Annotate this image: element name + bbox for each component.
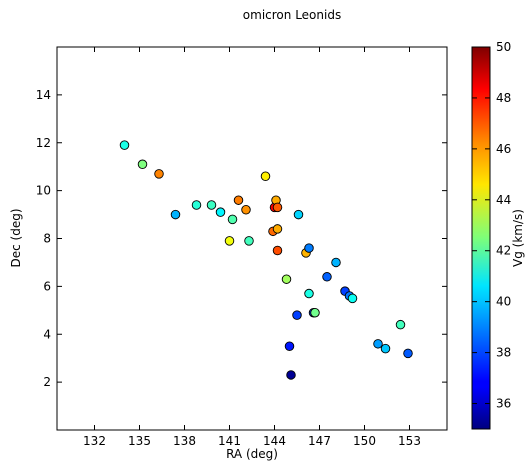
y-tick-label: 10 bbox=[36, 184, 51, 198]
colorbar-ticks: 36 38 40 42 44 46 48 50 bbox=[472, 40, 511, 411]
y-tick-label: 6 bbox=[43, 279, 51, 293]
colorbar-label: Vg (km/s) bbox=[511, 209, 525, 267]
data-point bbox=[286, 370, 296, 380]
data-point bbox=[281, 274, 292, 284]
colorbar-tick-label: 38 bbox=[496, 346, 511, 360]
x-tick-label: 138 bbox=[173, 434, 196, 448]
axis-ticks: 132 135 138 141 144 147 150 153 2 4 6 8 10 12 14 bbox=[36, 47, 447, 448]
data-point bbox=[244, 236, 254, 246]
data-point bbox=[154, 169, 164, 179]
data-point bbox=[310, 307, 320, 318]
y-tick-label: 4 bbox=[43, 327, 51, 341]
data-point bbox=[206, 200, 217, 210]
data-point bbox=[260, 171, 271, 182]
data-point bbox=[380, 343, 391, 354]
x-tick-label: 153 bbox=[398, 434, 421, 448]
data-point bbox=[272, 202, 283, 213]
data-point bbox=[272, 224, 283, 234]
data-point bbox=[215, 207, 226, 217]
x-tick-label: 132 bbox=[83, 434, 106, 448]
y-tick-label: 14 bbox=[36, 88, 51, 102]
data-point bbox=[293, 209, 304, 220]
data-point bbox=[304, 288, 314, 299]
y-tick-label: 12 bbox=[36, 136, 51, 150]
x-tick-label: 141 bbox=[218, 434, 241, 448]
colorbar-tick-label: 42 bbox=[496, 244, 511, 258]
x-tick-label: 144 bbox=[263, 434, 286, 448]
x-tick-label: 147 bbox=[308, 434, 331, 448]
colorbar bbox=[471, 46, 491, 430]
data-point bbox=[224, 236, 235, 246]
y-tick-label: 2 bbox=[43, 375, 51, 389]
data-point bbox=[395, 319, 406, 330]
data-point bbox=[227, 214, 238, 225]
y-tick-label: 8 bbox=[43, 232, 51, 246]
data-point bbox=[119, 140, 130, 150]
data-point bbox=[284, 341, 295, 351]
chart-title: omicron Leonids bbox=[243, 8, 341, 22]
colorbar-tick-label: 40 bbox=[496, 295, 511, 309]
data-point bbox=[272, 245, 283, 256]
data-point bbox=[191, 200, 202, 210]
data-point bbox=[347, 293, 358, 304]
data-point bbox=[403, 348, 413, 359]
colorbar-tick-label: 36 bbox=[496, 397, 511, 411]
data-point bbox=[331, 257, 341, 268]
data-point bbox=[304, 243, 314, 253]
data-point bbox=[241, 205, 251, 215]
data-point bbox=[322, 272, 332, 282]
x-tick-label: 135 bbox=[128, 434, 151, 448]
x-tick-label: 150 bbox=[353, 434, 376, 448]
x-axis-label: RA (deg) bbox=[226, 447, 278, 461]
data-point bbox=[137, 159, 148, 170]
data-point bbox=[170, 209, 181, 220]
colorbar-tick-label: 46 bbox=[496, 142, 511, 156]
data-point bbox=[292, 310, 302, 320]
data-point bbox=[233, 195, 244, 205]
colorbar-tick-label: 50 bbox=[496, 40, 511, 54]
data-points bbox=[119, 140, 413, 380]
data-point bbox=[373, 339, 383, 349]
colorbar-tick-label: 44 bbox=[496, 193, 511, 207]
colorbar-tick-label: 48 bbox=[496, 91, 511, 105]
y-axis-label: Dec (deg) bbox=[9, 208, 23, 267]
